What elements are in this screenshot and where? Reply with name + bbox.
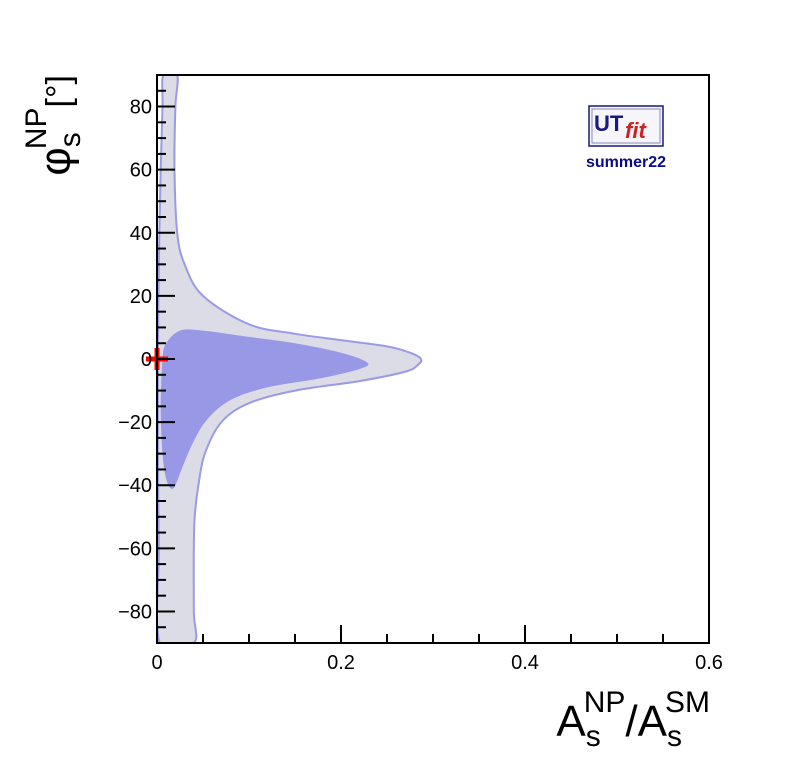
y-tick-label: −20 [118, 412, 152, 434]
x-title-sup2: SM [665, 686, 710, 719]
x-tick-label: 0.6 [695, 652, 723, 674]
y-tick-label: 20 [130, 286, 152, 308]
x-tick-label: 0.2 [327, 652, 355, 674]
y-tick-label: 0 [141, 349, 152, 371]
logo-fit: fit [625, 118, 647, 143]
y-tick-label: 80 [130, 97, 152, 119]
x-title-base2: A [638, 697, 668, 746]
y-axis-title: φsNP[°] [20, 75, 87, 176]
axis-ticks [156, 74, 710, 644]
x-tick-label: 0 [151, 652, 162, 674]
y-tick-label: −80 [118, 601, 152, 623]
x-title-sub2: s [667, 720, 682, 753]
y-title-sub: s [54, 132, 87, 147]
x-tick-label: 0.4 [511, 652, 539, 674]
y-title-base: φ [31, 147, 80, 176]
y-title-unit: [°] [40, 75, 78, 108]
x-title-sub: s [586, 720, 601, 753]
plot-frame [156, 74, 710, 644]
x-title-sup: NP [584, 686, 626, 719]
tick-labels: 0 0.2 0.4 0.6 −80 −60 −40 −20 0 20 40 60 80 [118, 97, 723, 674]
y-tick-label: −40 [118, 475, 152, 497]
utfit-logo: UT fit summer22 [586, 105, 666, 171]
x-axis-title: AsNP/AsSM [556, 686, 710, 753]
x-title-sep: / [625, 697, 638, 746]
region-inner [160, 329, 369, 489]
y-tick-label: 40 [130, 223, 152, 245]
confidence-regions [157, 75, 423, 643]
y-tick-label: −60 [118, 538, 152, 560]
y-title-sup: NP [20, 108, 53, 150]
y-tick-label: 60 [130, 160, 152, 182]
logo-ut: UT [594, 111, 624, 136]
logo-caption: summer22 [586, 154, 666, 171]
x-title-base: A [556, 697, 586, 746]
